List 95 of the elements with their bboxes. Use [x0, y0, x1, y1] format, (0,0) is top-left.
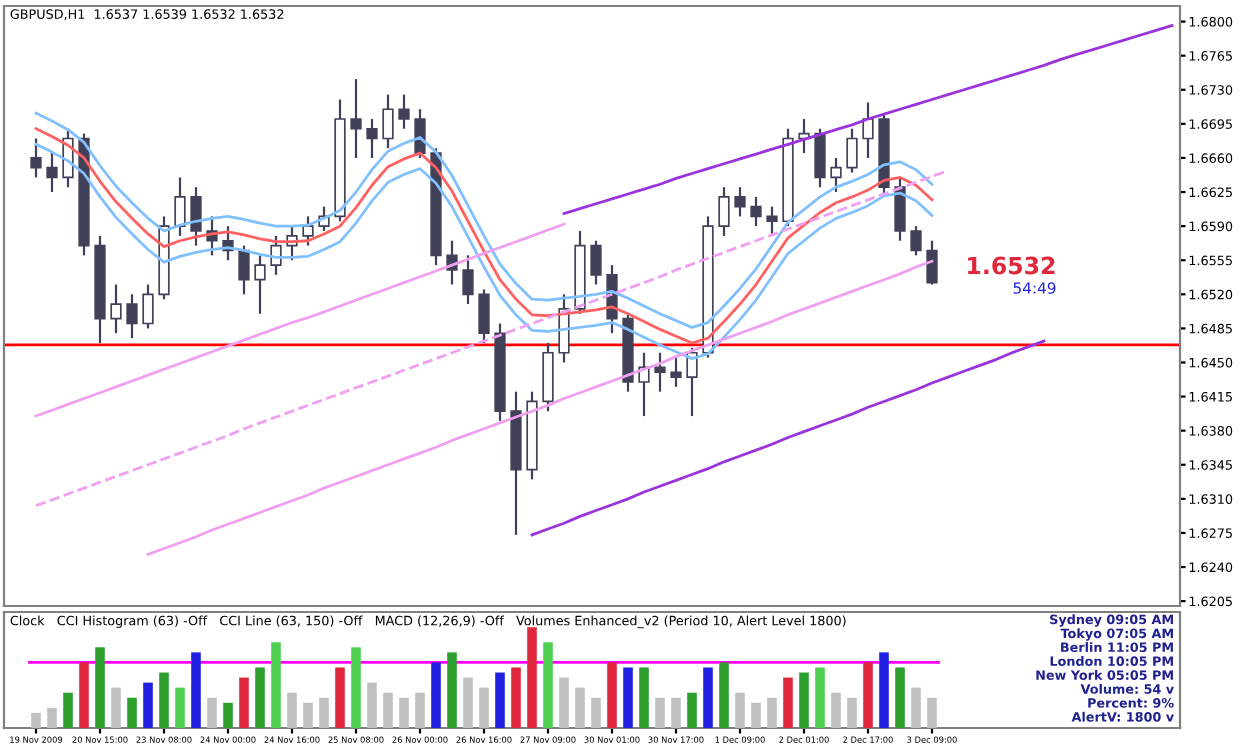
- bar: [607, 662, 617, 728]
- bar: [255, 667, 265, 728]
- candlestick: [590, 239, 602, 286]
- candlestick: [46, 151, 58, 194]
- bar: [639, 667, 649, 728]
- annotation: 1.6532: [968, 256, 1055, 275]
- bar: [95, 647, 105, 728]
- bar: [143, 682, 153, 728]
- bar: [175, 687, 185, 728]
- candlestick: [126, 293, 138, 340]
- candlestick: [926, 239, 938, 286]
- bar: [351, 647, 361, 728]
- bar: [799, 672, 809, 728]
- candlestick: [750, 195, 762, 228]
- bar: [31, 712, 41, 728]
- line-series: [562, 24, 1174, 215]
- candlestick: [846, 127, 858, 174]
- candlestick: [382, 93, 394, 150]
- bar: [591, 697, 601, 728]
- candlestick: [462, 254, 474, 306]
- line-series: [530, 339, 1046, 537]
- bar: [127, 697, 137, 728]
- candlestick: [862, 101, 874, 160]
- bar: [383, 692, 393, 728]
- candlestick: [174, 176, 186, 237]
- bar: [111, 687, 121, 728]
- candlestick: [190, 186, 202, 247]
- bar: [319, 697, 329, 728]
- candlestick: [830, 156, 842, 194]
- bar: [543, 642, 553, 728]
- candlestick: [254, 254, 266, 315]
- candlestick: [894, 176, 906, 242]
- bar: [911, 687, 921, 728]
- bar: [415, 692, 425, 728]
- bar: [735, 692, 745, 728]
- bar: [271, 642, 281, 728]
- candlestick: [654, 351, 666, 393]
- bar: [655, 697, 665, 728]
- bar: [335, 667, 345, 728]
- candlestick: [238, 244, 250, 296]
- candlestick: [718, 186, 730, 237]
- bar: [47, 707, 57, 728]
- bar: [479, 687, 489, 728]
- bar: [863, 662, 873, 728]
- candlestick: [398, 93, 410, 130]
- candlestick: [910, 225, 922, 257]
- bar: [191, 652, 201, 728]
- bar: [751, 702, 761, 728]
- bar: [463, 677, 473, 728]
- candlestick: [766, 205, 778, 237]
- bar: [879, 652, 889, 728]
- bar: [223, 702, 233, 728]
- bar: [79, 662, 89, 728]
- bar: [511, 667, 521, 728]
- bar: [815, 667, 825, 728]
- bar: [287, 692, 297, 728]
- bar: [623, 667, 633, 728]
- candlestick: [302, 215, 314, 247]
- bar: [671, 697, 681, 728]
- bar: [447, 652, 457, 728]
- bar: [367, 682, 377, 728]
- bar: [783, 677, 793, 728]
- bar: [207, 697, 217, 728]
- candlestick: [270, 234, 282, 276]
- line-series: [34, 169, 950, 508]
- candlestick: [686, 346, 698, 418]
- bar: [927, 697, 937, 728]
- bar: [63, 692, 73, 728]
- candlestick: [30, 137, 42, 179]
- candlestick: [142, 283, 154, 330]
- bar: [431, 662, 441, 728]
- candlestick: [350, 77, 362, 160]
- bar: [239, 677, 249, 728]
- bar: [895, 667, 905, 728]
- candlestick: [670, 356, 682, 388]
- bar: [687, 692, 697, 728]
- bar: [831, 692, 841, 728]
- bar: [767, 697, 777, 728]
- bar: [303, 702, 313, 728]
- candlestick: [366, 117, 378, 160]
- candlestick: [814, 127, 826, 189]
- bar: [703, 667, 713, 728]
- candlestick: [734, 186, 746, 218]
- bar: [559, 677, 569, 728]
- bar: [495, 672, 505, 728]
- bar: [847, 697, 857, 728]
- bar: [527, 627, 537, 728]
- bar: [575, 687, 585, 728]
- candlestick: [414, 108, 426, 160]
- bar: [399, 697, 409, 728]
- candlestick: [478, 288, 490, 345]
- bar: [719, 662, 729, 728]
- candlestick: [110, 283, 122, 335]
- bar: [159, 672, 169, 728]
- line-series: [34, 222, 566, 418]
